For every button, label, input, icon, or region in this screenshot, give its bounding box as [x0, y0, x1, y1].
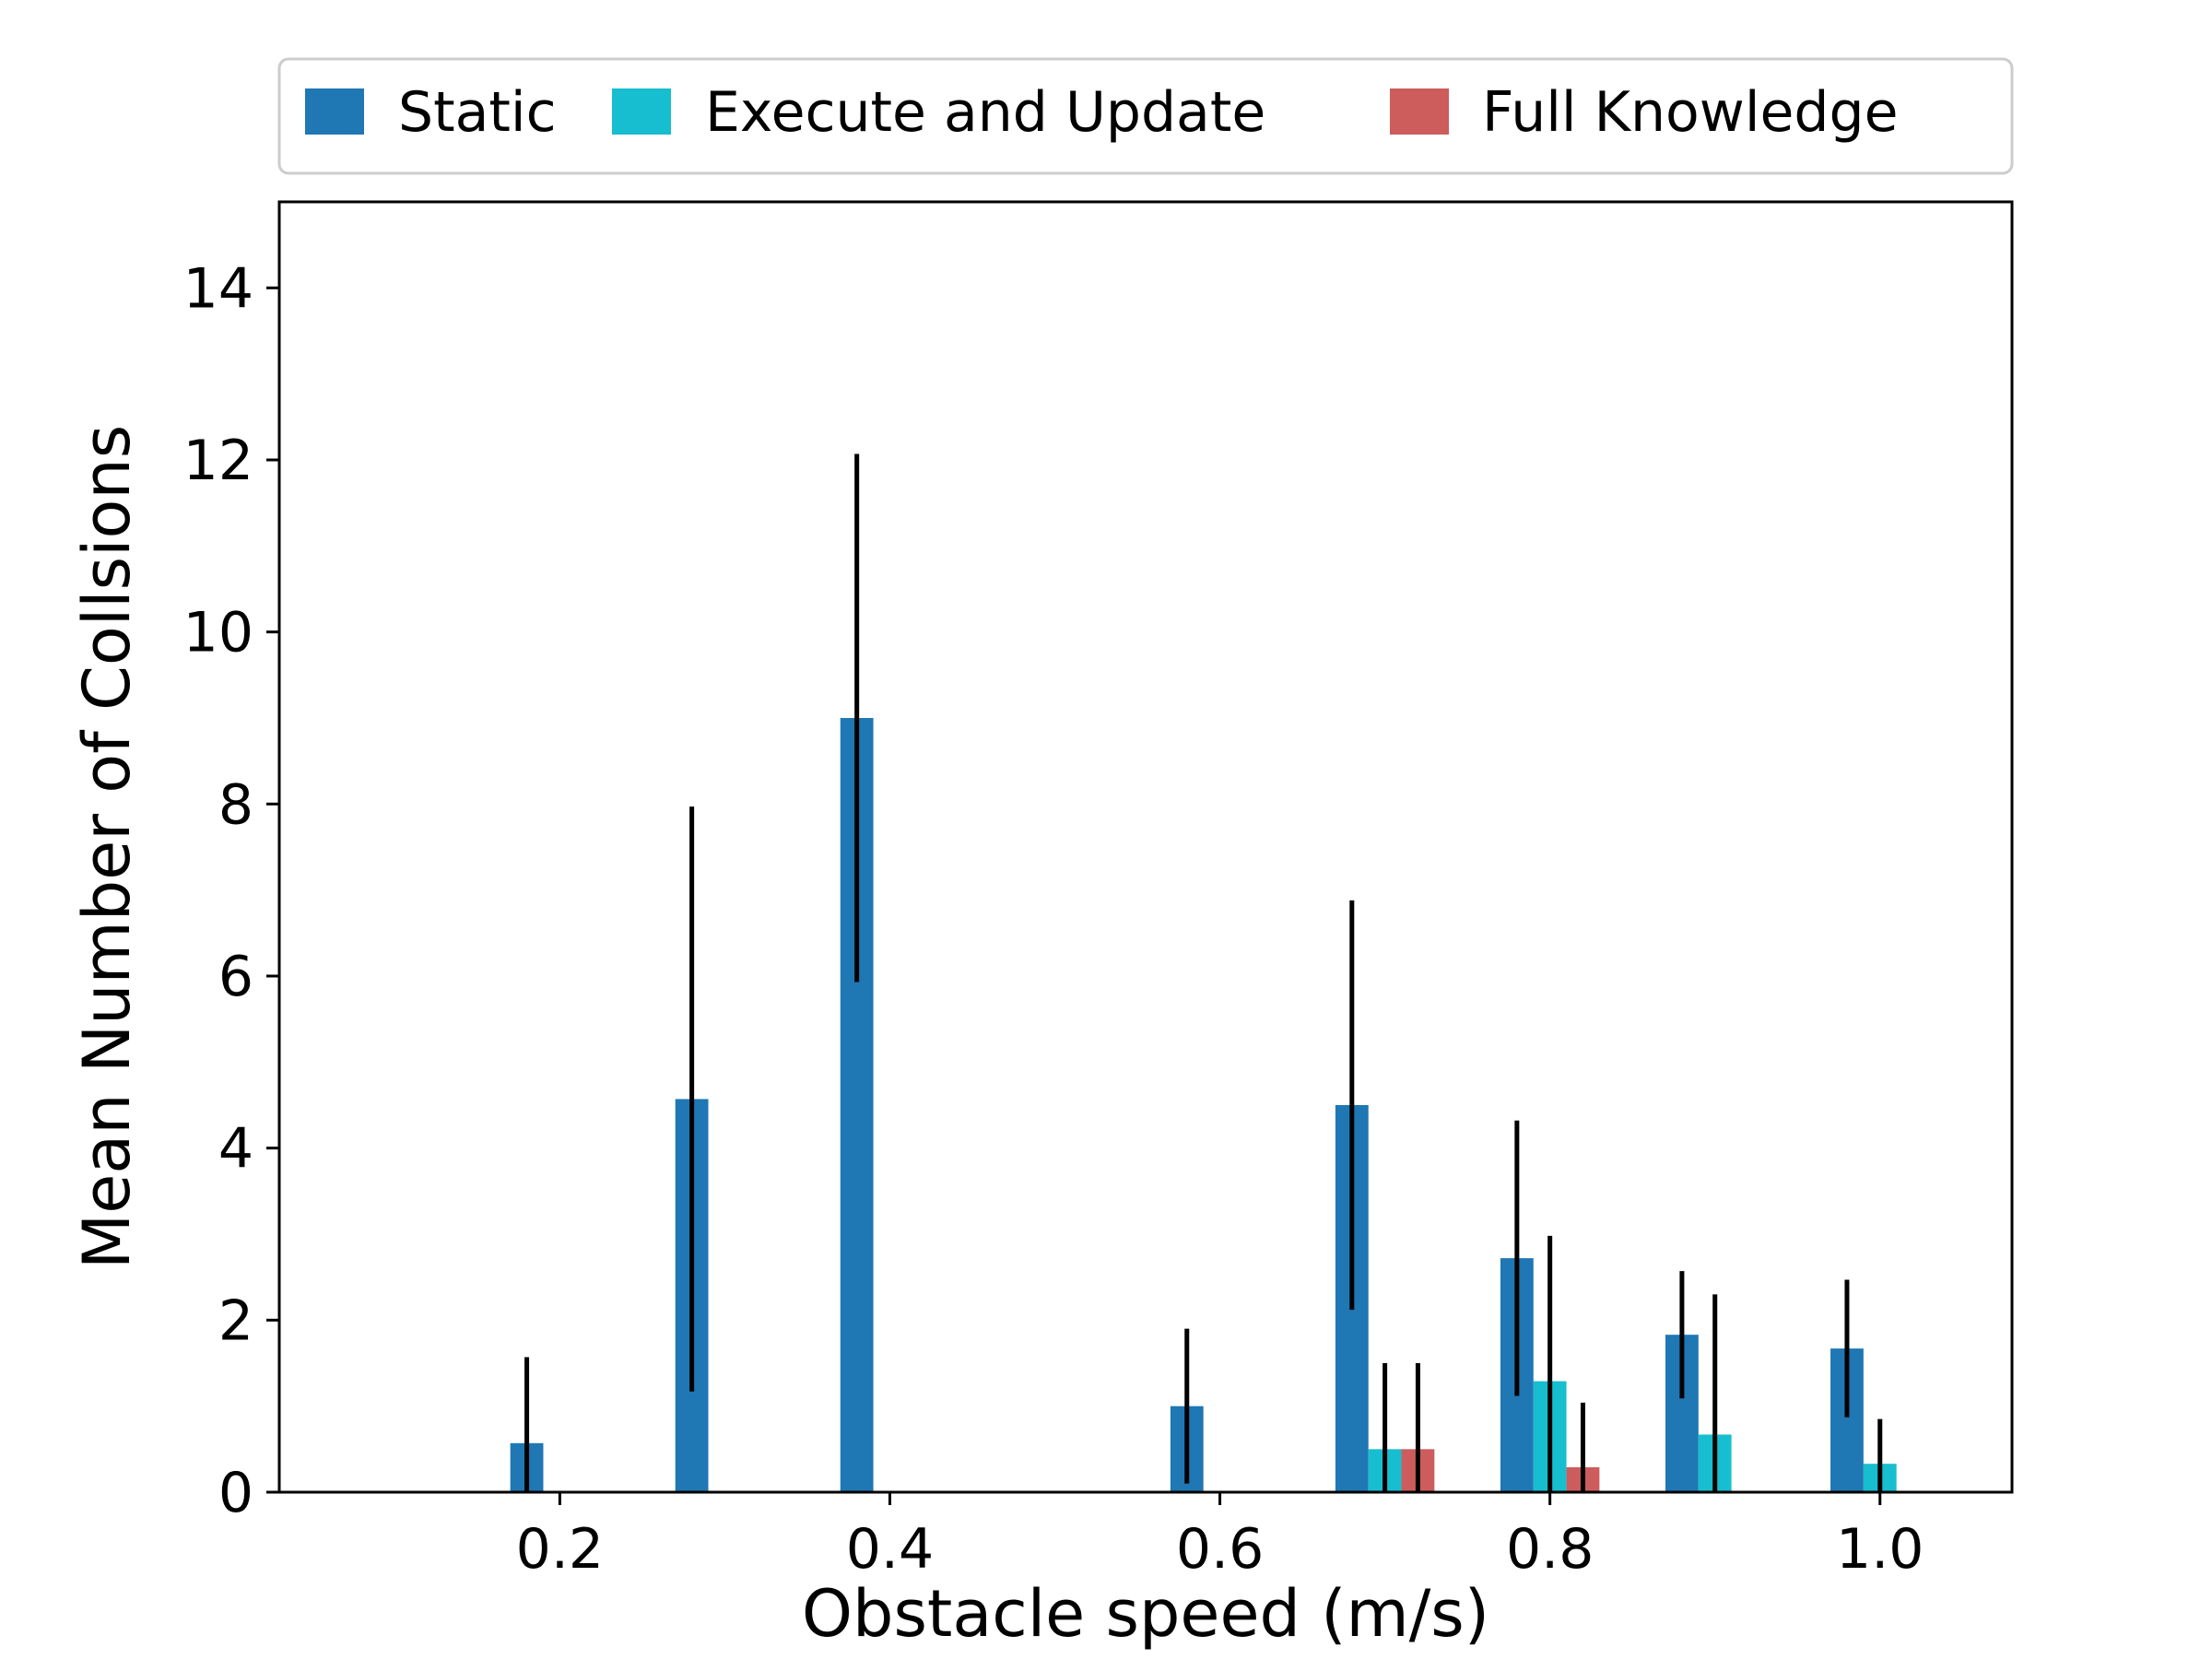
bars-layer: [510, 718, 1897, 1492]
plot-frame: [277, 200, 2014, 1494]
legend-label-static: Static: [398, 80, 557, 145]
legend-swatch-execute-and-update: [612, 88, 671, 135]
legend-swatch-static: [305, 88, 364, 135]
y-tick-label: 14: [183, 256, 253, 321]
x-tick-label: 0.4: [846, 1517, 934, 1582]
x-tick-label: 1.0: [1836, 1517, 1924, 1582]
x-tick-label: 0.6: [1176, 1517, 1264, 1582]
x-axis-label: Obstacle speed (m/s): [802, 1576, 1489, 1652]
x-tick-label: 0.2: [516, 1517, 604, 1582]
y-tick-label: 6: [218, 945, 253, 1009]
legend-label-execute-and-update: Execute and Update: [705, 80, 1265, 145]
legend-swatch-full-knowledge: [1390, 88, 1449, 135]
y-axis-label: Mean Number of Collsions: [69, 425, 145, 1269]
legend: Static Execute and Update Full Knowledge: [277, 57, 2014, 175]
legend-frame: [277, 57, 2014, 175]
x-axis-ticks: 0.2 0.4 0.6 0.8 1.0: [516, 1492, 1924, 1582]
y-tick-label: 4: [218, 1117, 253, 1182]
y-tick-label: 8: [218, 772, 253, 837]
y-tick-label: 10: [183, 601, 253, 665]
x-tick-label: 0.8: [1506, 1517, 1594, 1582]
y-axis-ticks: 0 2 4 6 8 10 12 14: [183, 256, 279, 1525]
y-tick-label: 0: [218, 1461, 253, 1525]
legend-label-full-knowledge: Full Knowledge: [1482, 80, 1899, 145]
y-tick-label: 2: [218, 1288, 253, 1353]
y-tick-label: 12: [183, 429, 253, 493]
errorbars-layer: [524, 453, 1883, 1492]
